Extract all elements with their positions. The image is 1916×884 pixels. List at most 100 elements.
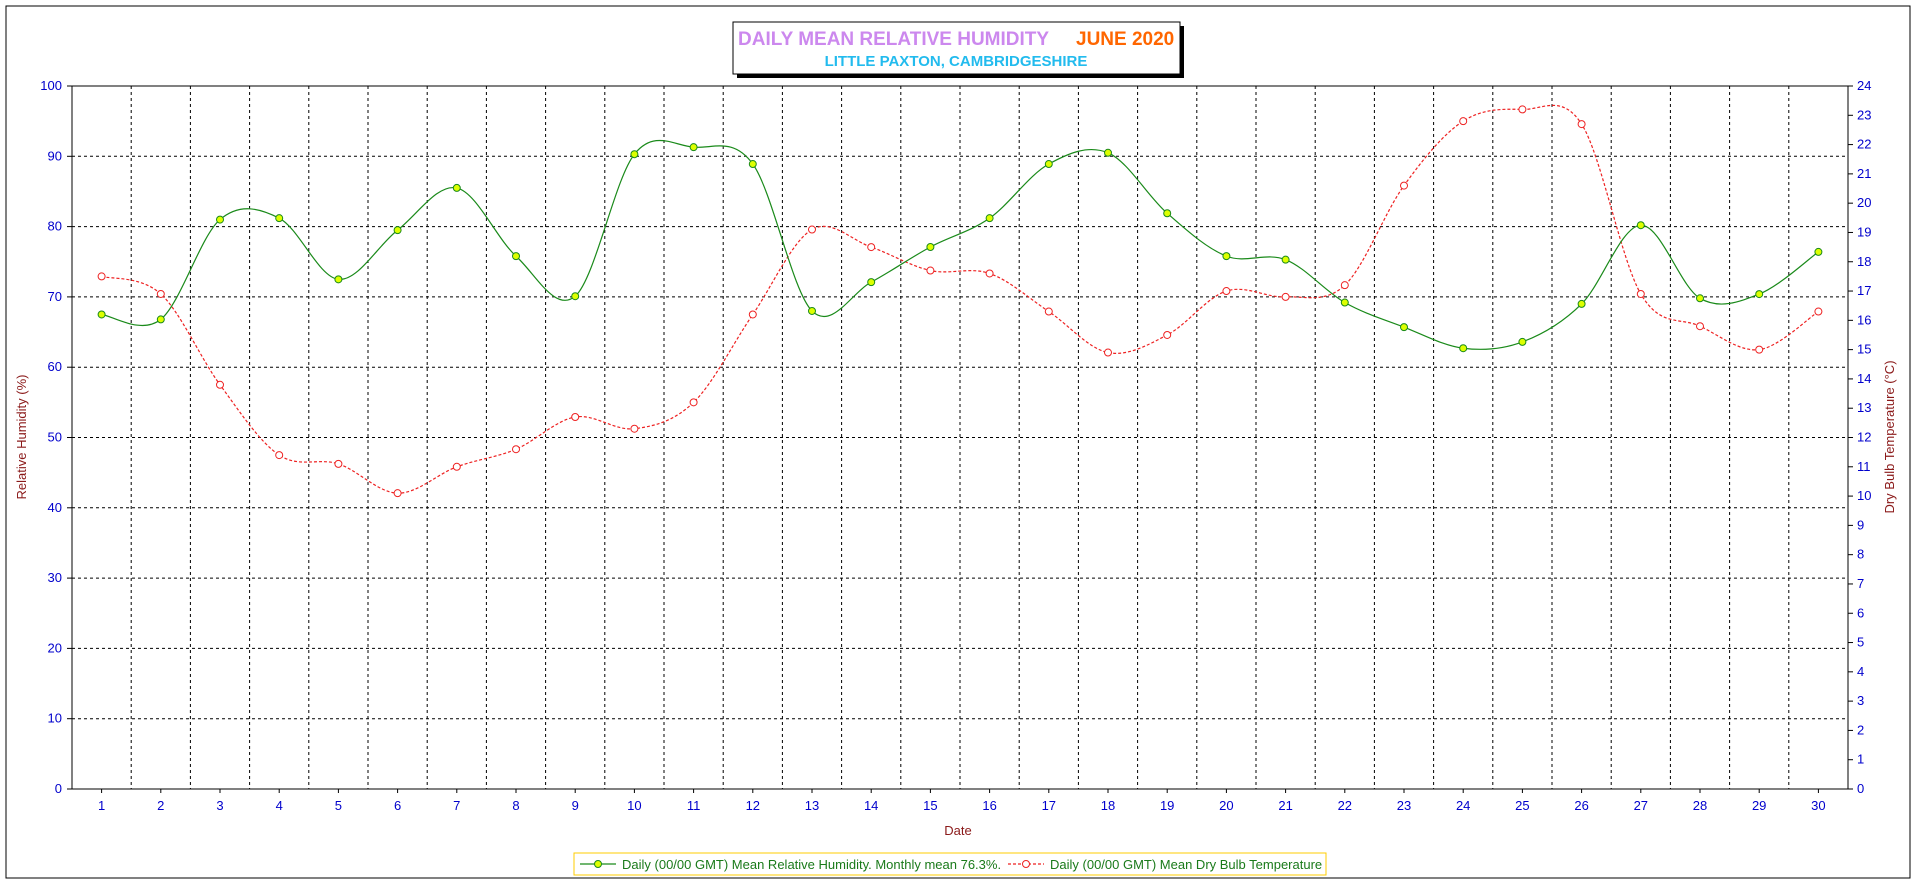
y-right-tick-label: 0 bbox=[1857, 781, 1864, 796]
legend-box bbox=[573, 852, 1327, 876]
y-right-tick-label: 5 bbox=[1857, 635, 1864, 650]
x-tick-label: 19 bbox=[1160, 798, 1174, 813]
x-tick-label: 12 bbox=[746, 798, 760, 813]
y-right-tick-label: 14 bbox=[1857, 371, 1871, 386]
data-point-humidity bbox=[1459, 344, 1468, 353]
data-point-humidity bbox=[1518, 337, 1527, 346]
y-right-tick-label: 24 bbox=[1857, 78, 1871, 93]
x-tick-label: 1 bbox=[98, 798, 105, 813]
data-point-temperature bbox=[1696, 322, 1704, 331]
data-point-temperature bbox=[1459, 117, 1468, 126]
data-point-temperature bbox=[689, 398, 698, 407]
x-tick-label: 23 bbox=[1397, 798, 1411, 813]
data-point-humidity bbox=[926, 242, 935, 251]
x-tick-label: 22 bbox=[1338, 798, 1352, 813]
x-tick-label: 2 bbox=[157, 798, 164, 813]
outer-frame bbox=[5, 5, 1911, 879]
y-right-tick-label: 7 bbox=[1857, 576, 1864, 591]
y-right-tick-label: 15 bbox=[1857, 342, 1871, 357]
data-point-humidity bbox=[452, 183, 461, 192]
data-point-humidity bbox=[97, 310, 106, 319]
y-right-tick-label: 2 bbox=[1857, 722, 1864, 737]
data-point-temperature bbox=[512, 445, 520, 454]
data-point-humidity bbox=[1636, 221, 1645, 230]
y-left-tick-label: 20 bbox=[48, 640, 62, 655]
data-point-temperature bbox=[156, 289, 165, 298]
data-point-temperature bbox=[748, 310, 757, 319]
y-left-tick-label: 40 bbox=[48, 500, 62, 515]
plot-frame bbox=[71, 85, 1849, 790]
data-point-temperature bbox=[1400, 181, 1408, 190]
title-box: DAILY MEAN RELATIVE HUMIDITY JUNE 2020 L… bbox=[732, 21, 1184, 78]
y-left-tick-label: 100 bbox=[40, 78, 62, 93]
x-tick-label: 21 bbox=[1278, 798, 1292, 813]
y-right-axis-title: Dry Bulb Temperature (°C) bbox=[1882, 360, 1897, 513]
data-point-humidity bbox=[1577, 299, 1586, 308]
y-right-tick-label: 12 bbox=[1857, 430, 1871, 445]
y-right-tick-label: 20 bbox=[1857, 195, 1871, 210]
y-right-tick-label: 3 bbox=[1857, 693, 1864, 708]
y-left-tick-label: 50 bbox=[48, 430, 62, 445]
legend-temperature-marker bbox=[1022, 860, 1030, 868]
x-tick-label: 30 bbox=[1811, 798, 1825, 813]
data-point-humidity bbox=[1340, 298, 1349, 307]
data-point-temperature bbox=[1281, 292, 1290, 301]
y-right-tick-label: 4 bbox=[1857, 664, 1864, 679]
x-tick-label: 5 bbox=[335, 798, 342, 813]
data-point-temperature bbox=[630, 424, 639, 433]
data-point-temperature bbox=[571, 412, 580, 421]
y-left-tick-label: 60 bbox=[48, 359, 62, 374]
data-point-temperature bbox=[334, 459, 343, 468]
x-tick-label: 26 bbox=[1574, 798, 1588, 813]
data-point-temperature bbox=[1163, 330, 1172, 339]
x-tick-label: 13 bbox=[805, 798, 819, 813]
x-tick-label: 8 bbox=[512, 798, 519, 813]
y-right-tick-label: 22 bbox=[1857, 137, 1871, 152]
data-point-temperature bbox=[1222, 287, 1231, 296]
x-tick-label: 4 bbox=[276, 798, 283, 813]
data-point-temperature bbox=[926, 266, 935, 275]
data-point-humidity bbox=[512, 252, 520, 261]
data-point-temperature bbox=[867, 243, 876, 252]
data-point-humidity bbox=[393, 226, 402, 235]
series-layer bbox=[97, 104, 1823, 498]
x-tick-label: 29 bbox=[1752, 798, 1766, 813]
data-point-temperature bbox=[1814, 307, 1823, 316]
x-tick-label: 7 bbox=[453, 798, 460, 813]
data-point-humidity bbox=[275, 214, 284, 223]
y-left-tick-label: 70 bbox=[48, 289, 62, 304]
x-tick-label: 6 bbox=[394, 798, 401, 813]
data-point-temperature bbox=[452, 462, 461, 471]
data-point-temperature bbox=[1518, 105, 1527, 114]
chart-title: DAILY MEAN RELATIVE HUMIDITY bbox=[738, 29, 1049, 50]
data-point-humidity bbox=[334, 275, 343, 284]
series-humidity bbox=[97, 139, 1823, 353]
x-tick-label: 17 bbox=[1042, 798, 1056, 813]
data-point-humidity bbox=[1104, 148, 1112, 157]
y-right-tick-label: 9 bbox=[1857, 517, 1864, 532]
data-point-humidity bbox=[1044, 160, 1053, 169]
data-point-humidity bbox=[1281, 255, 1290, 264]
x-tick-label: 24 bbox=[1456, 798, 1470, 813]
y-left-tick-label: 30 bbox=[48, 570, 62, 585]
data-point-humidity bbox=[1163, 209, 1172, 218]
y-right-tick-label: 13 bbox=[1857, 400, 1871, 415]
x-tick-label: 9 bbox=[572, 798, 579, 813]
y-left-tick-label: 90 bbox=[48, 148, 62, 163]
x-tick-label: 28 bbox=[1693, 798, 1707, 813]
data-point-humidity bbox=[156, 315, 165, 324]
grid bbox=[72, 86, 1848, 789]
series-line-temperature bbox=[101, 104, 1819, 494]
data-point-temperature bbox=[1755, 345, 1764, 354]
legend-temperature-label: Daily (00/00 GMT) Mean Dry Bulb Temperat… bbox=[1050, 857, 1322, 872]
data-point-temperature bbox=[1577, 120, 1586, 129]
y-right-tick-label: 11 bbox=[1857, 459, 1871, 474]
legend-humidity-marker bbox=[594, 860, 602, 868]
y-right-tick-label: 10 bbox=[1857, 488, 1871, 503]
data-point-temperature bbox=[393, 489, 402, 498]
data-point-humidity bbox=[985, 214, 994, 223]
x-tick-label: 3 bbox=[216, 798, 223, 813]
y-right-tick-label: 21 bbox=[1857, 166, 1871, 181]
x-tick-label: 16 bbox=[982, 798, 996, 813]
